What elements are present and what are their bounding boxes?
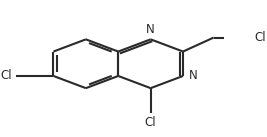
Text: Cl: Cl bbox=[1, 69, 12, 82]
Text: N: N bbox=[189, 69, 198, 82]
Text: N: N bbox=[146, 23, 155, 36]
Text: Cl: Cl bbox=[255, 31, 266, 44]
Text: Cl: Cl bbox=[145, 116, 156, 129]
